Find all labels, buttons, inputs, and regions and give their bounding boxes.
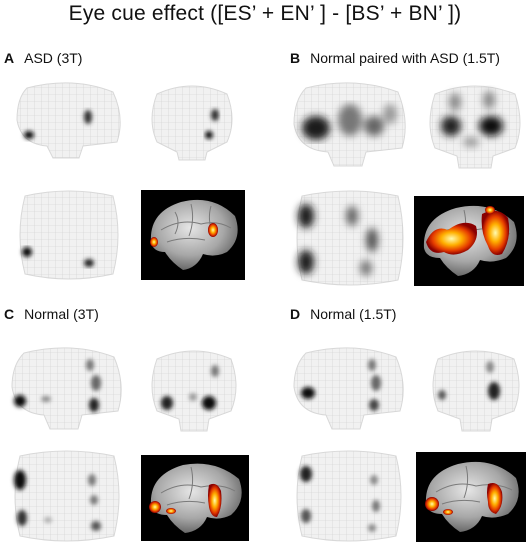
panel-c-letter: C xyxy=(4,306,15,322)
panel-a-axial-view xyxy=(19,190,119,280)
figure-title: Eye cue effect ([ES’ + EN’ ] - [BS’ + BN… xyxy=(68,2,462,25)
panel-d-axial-view xyxy=(296,450,402,542)
panel-b-letter: B xyxy=(290,50,301,66)
panel-b-sagittal-view xyxy=(293,82,406,167)
panel-c-label: C Normal (3T) xyxy=(4,306,99,322)
panel-d-title: Normal (1.5T) xyxy=(310,306,397,322)
panel-c-rendered-brain xyxy=(141,455,249,541)
panel-a-label: A ASD (3T) xyxy=(4,50,82,66)
panel-c-coronal-view xyxy=(151,350,237,432)
panel-a-coronal-view xyxy=(151,85,233,161)
panel-b-coronal-view xyxy=(429,85,521,169)
panel-a-rendered-brain xyxy=(141,190,245,280)
panel-d-label: D Normal (1.5T) xyxy=(290,306,396,322)
panel-d-coronal-view xyxy=(432,350,520,432)
panel-c-sagittal-view xyxy=(11,347,122,430)
panel-b-rendered-brain xyxy=(414,196,524,286)
panel-d-letter: D xyxy=(290,306,301,322)
panel-a-sagittal-view xyxy=(16,82,121,159)
panel-d-sagittal-view xyxy=(293,347,404,430)
panel-c-title: Normal (3T) xyxy=(24,306,99,322)
panel-b-axial-view xyxy=(296,190,404,286)
panel-b-label: B Normal paired with ASD (1.5T) xyxy=(290,50,500,66)
panel-c-axial-view xyxy=(14,450,120,542)
panel-a-letter: A xyxy=(4,50,15,66)
panel-d-rendered-brain xyxy=(416,452,526,542)
panel-b-title: Normal paired with ASD (1.5T) xyxy=(310,50,500,66)
panel-a-title: ASD (3T) xyxy=(24,50,83,66)
